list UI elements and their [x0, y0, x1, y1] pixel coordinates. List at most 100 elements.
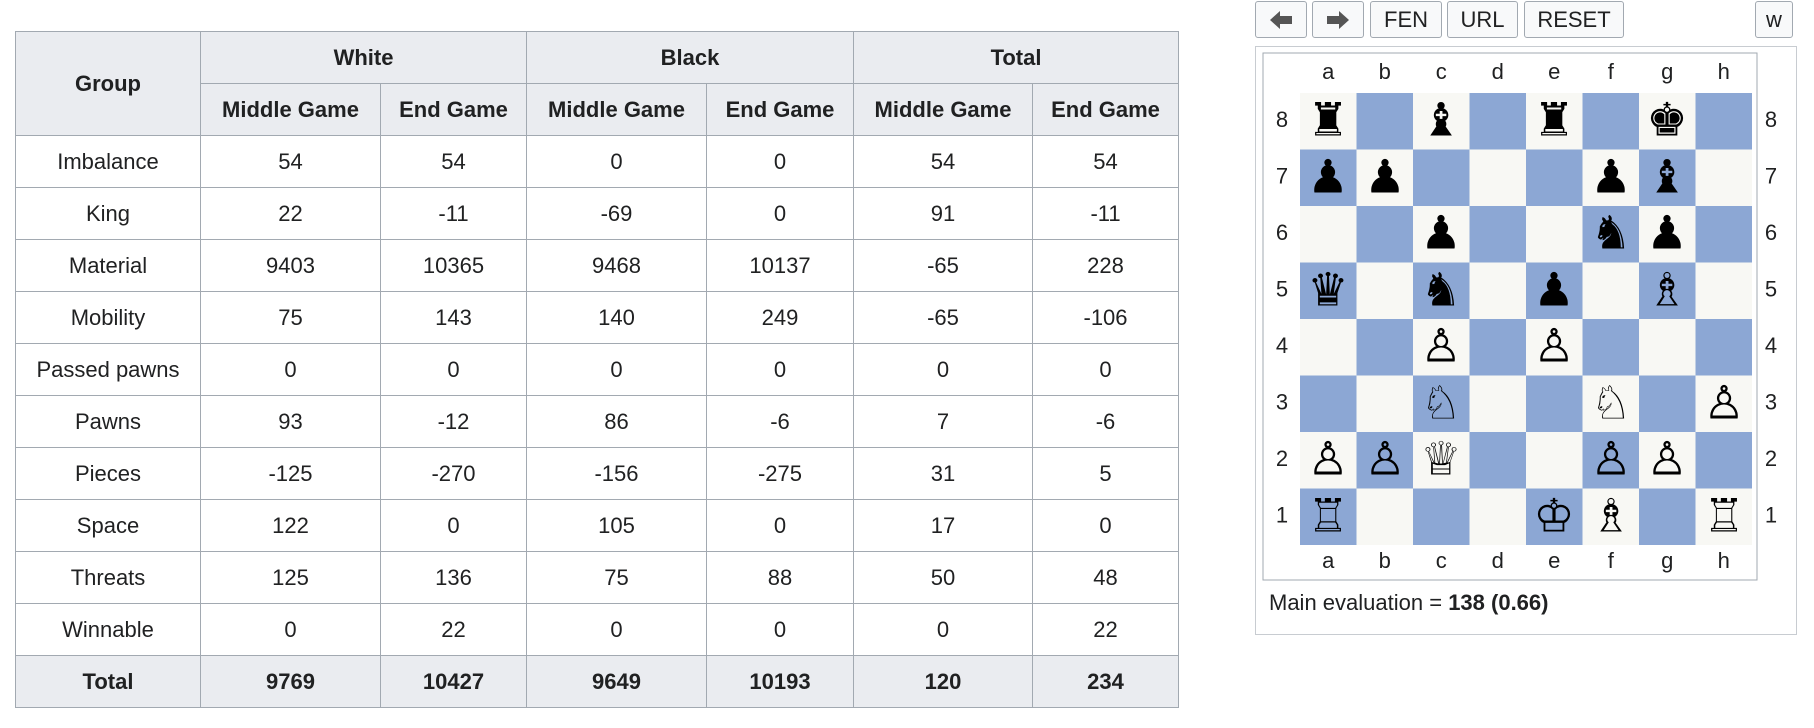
- row: Winnable 0 22 0 0 0 22: [15, 603, 1180, 656]
- square: [1582, 375, 1639, 432]
- rank-label: 6: [1276, 220, 1288, 245]
- square: [1639, 319, 1696, 376]
- square: [1582, 93, 1639, 150]
- row-label: Passed pawns: [15, 343, 201, 396]
- cell: -12: [379, 395, 528, 448]
- square: [1582, 149, 1639, 206]
- square: [1413, 93, 1470, 150]
- square: [1695, 488, 1752, 545]
- arrow-right: [1327, 10, 1349, 29]
- evaluation-value: 138 (0.66): [1448, 590, 1549, 615]
- file-label: b: [1379, 548, 1391, 573]
- row-label: Total: [15, 655, 201, 708]
- piece: ♜: [1307, 93, 1348, 147]
- piece: ♙: [1590, 432, 1631, 486]
- row: Imbalance 54 54 0 0 54 54: [15, 135, 1180, 188]
- cell: 50: [853, 551, 1034, 604]
- square: [1413, 488, 1470, 545]
- file-label: a: [1322, 59, 1335, 84]
- file-label: e: [1548, 59, 1560, 84]
- rank-label: 7: [1276, 164, 1288, 189]
- cell: 0: [853, 603, 1034, 656]
- square: [1526, 488, 1583, 545]
- cell: 143: [379, 291, 528, 344]
- cell: -156: [526, 447, 708, 500]
- rank-label: 1: [1765, 503, 1777, 528]
- piece: ♜: [1533, 93, 1574, 147]
- square: [1695, 262, 1752, 319]
- square: [1300, 262, 1357, 319]
- square: [1695, 93, 1752, 150]
- piece: ♙: [1533, 319, 1574, 373]
- square: [1469, 375, 1526, 432]
- square: [1356, 488, 1413, 545]
- subcolumn-header: End Game: [706, 83, 855, 136]
- file-label: h: [1718, 59, 1730, 84]
- cell: -69: [526, 187, 708, 240]
- piece: ♙: [1646, 432, 1687, 486]
- url-button[interactable]: URL: [1447, 1, 1518, 38]
- square: [1695, 319, 1752, 376]
- square: [1695, 375, 1752, 432]
- square: [1582, 488, 1639, 545]
- row: Pieces -125 -270 -156 -275 31 5: [15, 447, 1180, 500]
- evaluation-table: Group White Black Total Middle Game End G…: [15, 31, 1180, 708]
- side-button[interactable]: w: [1755, 1, 1793, 38]
- cell: 125: [200, 551, 381, 604]
- file-label: h: [1718, 548, 1730, 573]
- cell: 86: [526, 395, 708, 448]
- square: [1526, 319, 1583, 376]
- square: [1695, 149, 1752, 206]
- cell: 22: [1032, 603, 1180, 656]
- square: [1413, 432, 1470, 489]
- cell: 17: [853, 499, 1034, 552]
- piece: ♟: [1590, 150, 1631, 204]
- piece: ♔: [1533, 489, 1574, 543]
- row: Passed pawns 0 0 0 0 0 0: [15, 343, 1180, 396]
- fen-button[interactable]: FEN: [1370, 1, 1442, 38]
- cell: 0: [1032, 499, 1180, 552]
- row: Mobility 75 143 140 249 -65 -106: [15, 291, 1180, 344]
- row-label: Space: [15, 499, 201, 552]
- square: [1413, 319, 1470, 376]
- piece: ♘: [1420, 376, 1461, 430]
- piece: ♙: [1307, 432, 1348, 486]
- row: Threats 125 136 75 88 50 48: [15, 551, 1180, 604]
- cell: 136: [379, 551, 528, 604]
- square: [1526, 262, 1583, 319]
- cell: -6: [1032, 395, 1180, 448]
- square: [1582, 262, 1639, 319]
- file-label: b: [1379, 59, 1391, 84]
- square: [1469, 319, 1526, 376]
- cell: 22: [200, 187, 381, 240]
- cell: 9649: [526, 655, 708, 708]
- arrow-left: [1270, 10, 1292, 29]
- square: [1413, 206, 1470, 263]
- cell: 10427: [379, 655, 528, 708]
- total-row: Total 9769 10427 9649 10193 120 234: [15, 655, 1180, 708]
- subcolumn-header: End Game: [1032, 83, 1180, 136]
- square: [1413, 149, 1470, 206]
- back-button[interactable]: [1255, 1, 1307, 38]
- square: [1639, 432, 1696, 489]
- piece: ♟: [1646, 206, 1687, 260]
- square: [1526, 206, 1583, 263]
- row-label: Winnable: [15, 603, 201, 656]
- file-label: f: [1608, 59, 1615, 84]
- square: [1300, 488, 1357, 545]
- square: [1695, 432, 1752, 489]
- column-header: White: [199, 31, 528, 84]
- cell: 7: [853, 395, 1034, 448]
- file-label: c: [1436, 59, 1447, 84]
- rank-label: 2: [1276, 446, 1288, 471]
- square: [1300, 149, 1357, 206]
- rank-label: 7: [1765, 164, 1777, 189]
- rank-label: 3: [1276, 390, 1288, 415]
- row: Pawns 93 -12 86 -6 7 -6: [15, 395, 1180, 448]
- forward-button[interactable]: [1312, 1, 1364, 38]
- square: [1582, 206, 1639, 263]
- piece: ♗: [1590, 489, 1631, 543]
- square: [1356, 206, 1413, 263]
- square: [1300, 319, 1357, 376]
- reset-button[interactable]: RESET: [1524, 1, 1624, 38]
